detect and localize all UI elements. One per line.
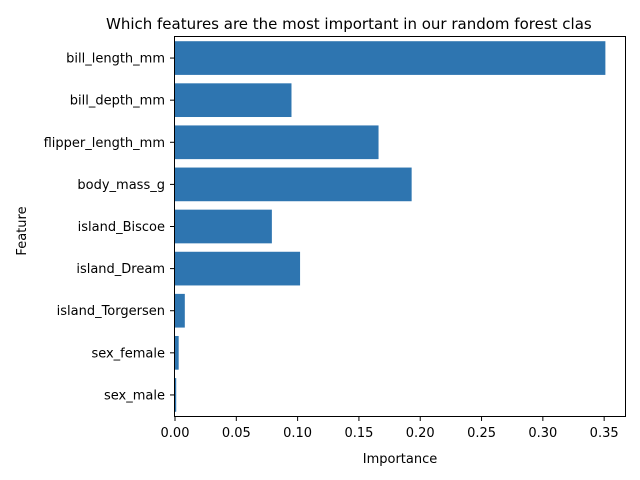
x-tick-label: 0.10 <box>283 426 312 441</box>
y-tick-label: sex_male <box>104 388 165 403</box>
bar-island_Torgersen <box>175 293 185 328</box>
bar-island_Dream <box>175 251 301 286</box>
bar-body_mass_g <box>175 167 412 202</box>
x-tick-label: 0.30 <box>528 426 557 441</box>
x-tick-label: 0.20 <box>406 426 435 441</box>
y-axis-title: Feature <box>15 206 30 255</box>
y-tick-label: island_Dream <box>76 262 165 277</box>
bar-island_Biscoe <box>175 209 272 244</box>
bar-bill_depth_mm <box>175 83 292 118</box>
y-tick-label: flipper_length_mm <box>44 136 165 151</box>
y-tick-label: bill_length_mm <box>66 52 165 67</box>
y-tick-label: sex_female <box>91 346 165 361</box>
bar-sex_male <box>175 378 177 412</box>
y-tick-label: bill_depth_mm <box>70 94 165 109</box>
x-tick-label: 0.25 <box>467 426 496 441</box>
x-tick-label: 0.35 <box>590 426 619 441</box>
bar-bill_length_mm <box>175 41 606 75</box>
plot-frame <box>174 36 626 417</box>
bar-flipper_length_mm <box>175 125 379 160</box>
x-ticks-group: 0.00 0.05 0.10 0.15 0.20 0.25 0.30 0.35 <box>161 416 619 441</box>
y-tick-label: island_Biscoe <box>78 220 165 235</box>
y-ticks-group: bill_length_mm bill_depth_mm flipper_lengt… <box>44 52 175 403</box>
bars-group <box>175 41 606 412</box>
y-tick-label: island_Torgersen <box>57 304 165 319</box>
x-tick-label: 0.15 <box>344 426 373 441</box>
bar-sex_female <box>175 335 179 370</box>
y-tick-label: body_mass_g <box>77 178 165 193</box>
chart-title: Which features are the most important in… <box>106 15 592 33</box>
x-axis-title: Importance <box>363 452 438 467</box>
x-tick-label: 0.05 <box>222 426 251 441</box>
x-tick-label: 0.00 <box>161 426 190 441</box>
